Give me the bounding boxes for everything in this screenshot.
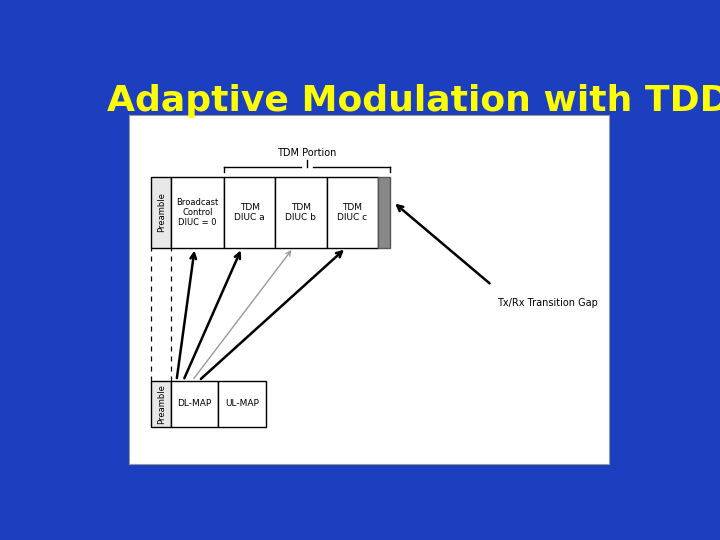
FancyBboxPatch shape	[224, 177, 275, 248]
Text: UL-MAP: UL-MAP	[225, 399, 259, 408]
FancyBboxPatch shape	[171, 381, 218, 427]
Text: Tx/Rx Transition Gap: Tx/Rx Transition Gap	[498, 298, 598, 308]
FancyBboxPatch shape	[378, 177, 390, 248]
Text: Broadcast
Control
DIUC = 0: Broadcast Control DIUC = 0	[176, 198, 219, 227]
FancyBboxPatch shape	[171, 177, 224, 248]
FancyBboxPatch shape	[151, 177, 171, 248]
Text: Preamble: Preamble	[157, 384, 166, 423]
Text: Adaptive Modulation with TDD: Adaptive Modulation with TDD	[107, 84, 720, 118]
Text: TDM
DIUC b: TDM DIUC b	[286, 202, 316, 222]
Text: TDM
DIUC a: TDM DIUC a	[234, 202, 265, 222]
FancyBboxPatch shape	[275, 177, 327, 248]
Text: DL-MAP: DL-MAP	[178, 399, 212, 408]
FancyBboxPatch shape	[327, 177, 378, 248]
Text: TDM
DIUC c: TDM DIUC c	[337, 202, 367, 222]
Text: TDM Portion: TDM Portion	[277, 147, 337, 158]
FancyBboxPatch shape	[129, 114, 609, 464]
FancyBboxPatch shape	[151, 381, 171, 427]
Text: Preamble: Preamble	[157, 192, 166, 232]
FancyBboxPatch shape	[218, 381, 266, 427]
